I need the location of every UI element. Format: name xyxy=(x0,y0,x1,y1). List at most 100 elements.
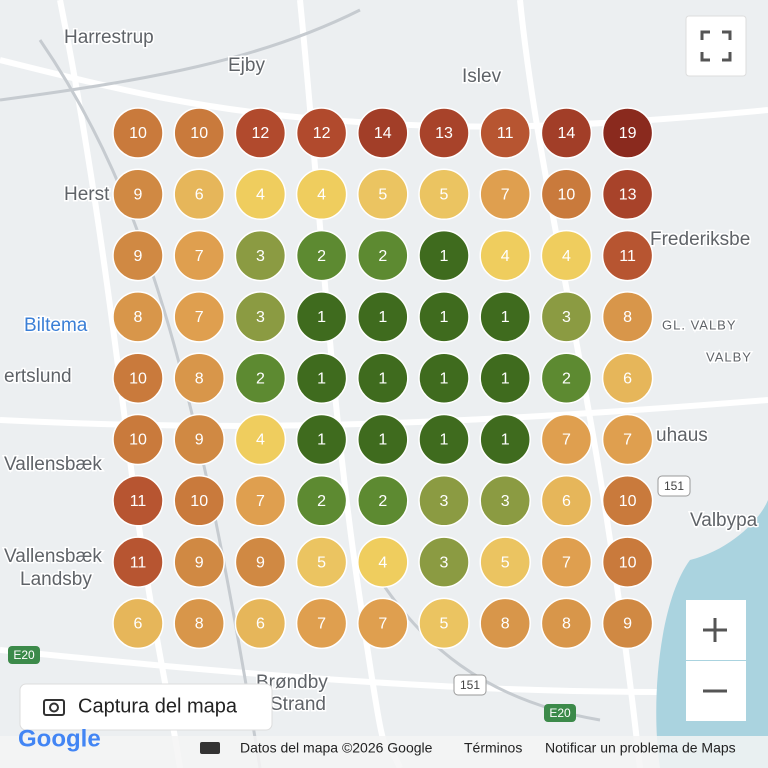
cell-circle xyxy=(234,229,287,282)
cell-circle xyxy=(234,413,287,466)
cell-value: 7 xyxy=(623,432,632,449)
cell-circle xyxy=(601,536,654,588)
cell-circle xyxy=(295,168,348,221)
cell-circle xyxy=(479,536,531,588)
cell-circle xyxy=(112,352,164,404)
cell-value: 7 xyxy=(562,554,571,571)
cell-value: 14 xyxy=(558,125,576,142)
cell-circle xyxy=(295,597,348,650)
map-label: Biltema xyxy=(24,315,88,336)
cell-value: 7 xyxy=(256,493,265,510)
grid-cell: 7 xyxy=(295,597,348,650)
grid-cell: 3 xyxy=(540,291,593,343)
cell-circle xyxy=(295,107,348,159)
grid-cell: 4 xyxy=(295,168,348,221)
cell-circle xyxy=(479,291,531,343)
grid-cell: 8 xyxy=(173,352,225,404)
cell-value: 11 xyxy=(619,248,636,265)
cell-value: 1 xyxy=(440,248,449,265)
grid-cell: 7 xyxy=(173,229,225,282)
cell-circle xyxy=(357,413,409,466)
grid-cell: 6 xyxy=(540,475,593,527)
map-label: ertslund xyxy=(4,366,72,387)
grid-cell: 11 xyxy=(601,229,654,282)
cell-value: 6 xyxy=(562,493,571,510)
cell-circle xyxy=(601,168,654,221)
cell-value: 14 xyxy=(374,125,392,142)
cell-value: 6 xyxy=(623,370,632,387)
grid-cell: 1 xyxy=(418,229,470,282)
cell-circle xyxy=(173,291,225,343)
grid-cell: 4 xyxy=(479,229,531,282)
keyboard-icon[interactable] xyxy=(200,742,220,754)
grid-cell: 10 xyxy=(601,536,654,588)
map-label: Ejby xyxy=(228,55,265,76)
grid-cell: 4 xyxy=(234,168,287,221)
cell-value: 9 xyxy=(134,248,143,265)
grid-cell: 14 xyxy=(357,107,409,159)
fullscreen-button[interactable] xyxy=(685,15,747,77)
grid-cell: 2 xyxy=(540,352,593,404)
report-link[interactable]: Notificar un problema de Maps xyxy=(545,740,736,756)
zoom-in-button[interactable] xyxy=(686,600,746,660)
grid-cell: 7 xyxy=(173,291,225,343)
cell-value: 6 xyxy=(256,616,265,633)
cell-circle xyxy=(601,291,654,343)
cell-circle xyxy=(540,168,593,221)
grid-cell: 10 xyxy=(112,413,164,466)
cell-circle xyxy=(234,597,287,650)
grid-cell: 9 xyxy=(173,413,225,466)
cell-value: 3 xyxy=(440,554,449,571)
cell-value: 13 xyxy=(435,125,453,142)
cell-circle xyxy=(173,229,225,282)
cell-circle xyxy=(540,536,593,588)
map-label: Vallensbæk xyxy=(4,454,102,475)
cell-circle xyxy=(295,413,348,466)
grid-cell: 9 xyxy=(601,597,654,650)
cell-value: 7 xyxy=(195,309,204,326)
grid-cell: 4 xyxy=(234,413,287,466)
cell-value: 1 xyxy=(440,309,449,326)
map-label: Strand xyxy=(270,694,326,715)
terms-link[interactable]: Términos xyxy=(464,740,522,756)
grid-cell: 8 xyxy=(601,291,654,343)
cell-circle xyxy=(234,107,287,159)
cell-value: 10 xyxy=(129,125,147,142)
cell-value: 5 xyxy=(440,187,449,204)
cell-value: 8 xyxy=(195,616,204,633)
cell-circle xyxy=(234,352,287,404)
road-badge: E20 xyxy=(544,704,576,722)
cell-value: 12 xyxy=(313,125,331,142)
cell-value: 5 xyxy=(501,554,510,571)
cell-circle xyxy=(540,413,593,466)
cell-circle xyxy=(479,475,531,527)
grid-cell: 2 xyxy=(357,229,409,282)
grid-cell: 1 xyxy=(479,291,531,343)
road-badge: E20 xyxy=(8,646,40,664)
capture-button[interactable]: Captura del mapa xyxy=(19,683,273,731)
map-label: Herst xyxy=(64,184,110,205)
grid-cell: 7 xyxy=(540,413,593,466)
cell-value: 2 xyxy=(317,493,326,510)
cell-value: 1 xyxy=(317,370,326,387)
cell-value: 9 xyxy=(256,554,265,571)
grid-cell: 10 xyxy=(173,107,225,159)
grid-cell: 6 xyxy=(173,168,225,221)
cell-value: 8 xyxy=(623,309,632,326)
cell-circle xyxy=(601,352,654,404)
cell-value: 2 xyxy=(317,248,326,265)
grid-cell: 3 xyxy=(418,475,470,527)
grid-cell: 11 xyxy=(112,475,164,527)
zoom-out-button[interactable] xyxy=(686,661,746,721)
grid-cell: 10 xyxy=(112,107,164,159)
cell-circle xyxy=(357,352,409,404)
cell-circle xyxy=(540,352,593,404)
cell-circle xyxy=(173,475,225,527)
cell-circle xyxy=(601,229,654,282)
grid-cell: 2 xyxy=(234,352,287,404)
grid-cell: 2 xyxy=(295,229,348,282)
cell-value: 9 xyxy=(195,432,204,449)
grid-cell: 10 xyxy=(540,168,593,221)
grid-cell: 6 xyxy=(601,352,654,404)
grid-cell: 9 xyxy=(112,229,164,282)
